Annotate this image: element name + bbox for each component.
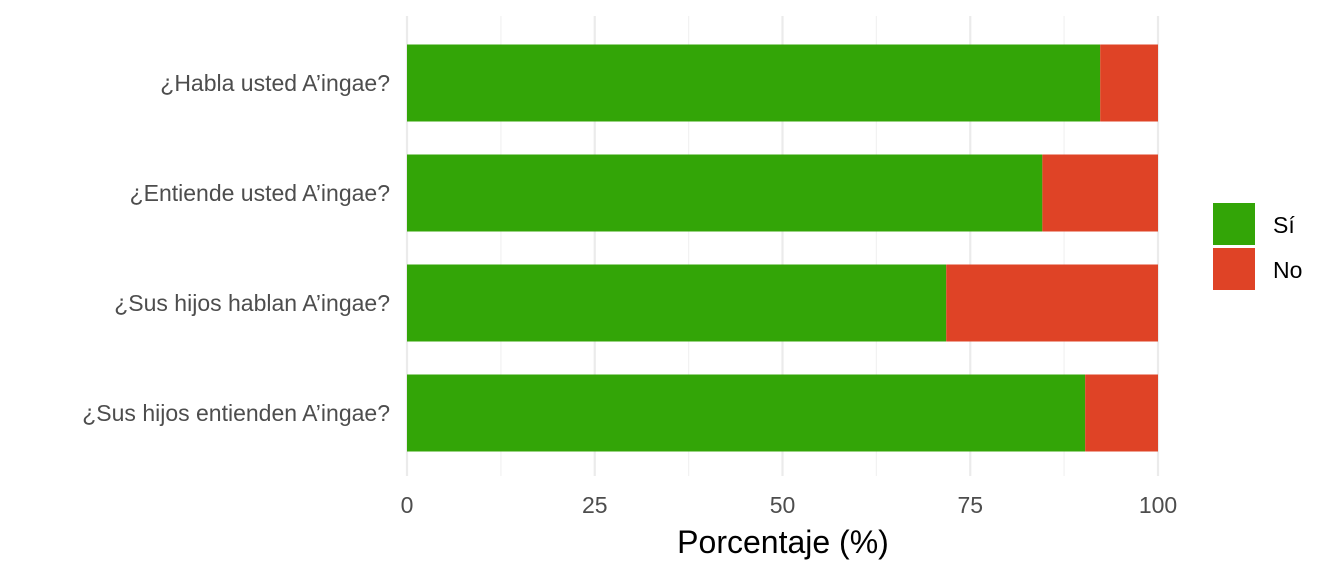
bar-segment — [946, 264, 1158, 342]
x-tick-label: 75 — [957, 492, 983, 518]
legend-label: No — [1273, 257, 1302, 283]
bar-segment — [1085, 374, 1158, 452]
bar-segment — [407, 154, 1043, 232]
y-axis-tick-labels: ¿Habla usted A’ingae? ¿Entiende usted A’i… — [82, 70, 390, 426]
bars — [407, 44, 1158, 452]
bar-segment — [1100, 44, 1158, 122]
legend-label: Sí — [1273, 212, 1295, 238]
y-tick-label: ¿Habla usted A’ingae? — [160, 70, 390, 96]
legend-swatch — [1213, 248, 1255, 290]
y-tick-label: ¿Entiende usted A’ingae? — [130, 180, 390, 206]
x-axis-title: Porcentaje (%) — [677, 524, 889, 560]
y-tick-label: ¿Sus hijos hablan A’ingae? — [114, 290, 390, 316]
x-tick-label: 50 — [770, 492, 796, 518]
x-axis-tick-labels: 0 25 50 75 100 — [401, 492, 1178, 518]
legend-swatch — [1213, 203, 1255, 245]
x-tick-label: 25 — [582, 492, 608, 518]
bar-segment — [407, 374, 1086, 452]
bar-segment — [407, 44, 1101, 122]
x-tick-label: 100 — [1139, 492, 1177, 518]
y-tick-label: ¿Sus hijos entienden A’ingae? — [82, 400, 390, 426]
legend: Sí No — [1213, 203, 1302, 290]
x-tick-label: 0 — [401, 492, 414, 518]
bar-segment — [1042, 154, 1158, 232]
bar-segment — [407, 264, 947, 342]
